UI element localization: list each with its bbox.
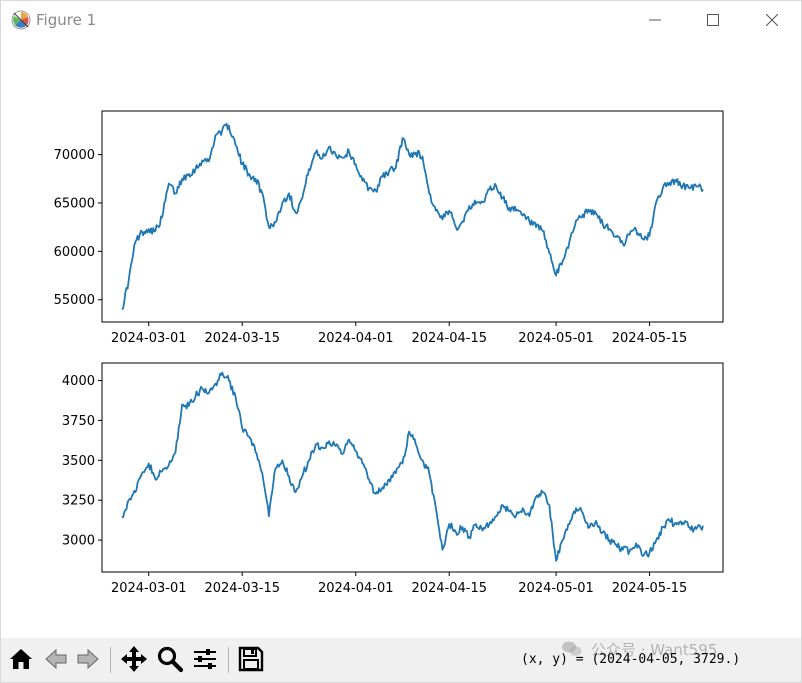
figure-svg[interactable]: 55000 60000 65000 70000 2024-03-01 2024-03-15… bbox=[1, 39, 801, 638]
minimize-button[interactable] bbox=[632, 1, 678, 39]
maximize-icon bbox=[707, 11, 719, 30]
toolbar-separator bbox=[228, 647, 229, 673]
matplotlib-icon bbox=[11, 10, 31, 30]
x-tick-label: 2024-03-15 bbox=[204, 331, 280, 346]
back-icon bbox=[43, 646, 69, 676]
y-tick-label: 3250 bbox=[62, 494, 95, 509]
y-tick-label: 70000 bbox=[54, 148, 95, 163]
y-tick-label: 65000 bbox=[54, 196, 95, 211]
x-tick-label: 2024-04-15 bbox=[411, 581, 487, 596]
close-icon bbox=[765, 11, 779, 30]
zoom-button[interactable] bbox=[155, 646, 185, 676]
forward-icon bbox=[75, 646, 101, 676]
axes-bottom[interactable]: 3000 3250 3500 3750 4000 2024-03-01 2024-03-15… bbox=[62, 362, 724, 596]
forward-button[interactable] bbox=[73, 646, 103, 676]
y-tick-label: 60000 bbox=[54, 245, 95, 260]
watermark: 公众号 · Want595 bbox=[561, 638, 717, 660]
axes-top[interactable]: 55000 60000 65000 70000 2024-03-01 2024-03-15… bbox=[54, 110, 724, 346]
toolbar-separator bbox=[110, 647, 111, 673]
x-tick-label: 2024-05-15 bbox=[612, 331, 688, 346]
series-line bbox=[121, 122, 704, 311]
pan-icon bbox=[120, 645, 148, 677]
maximize-button[interactable] bbox=[690, 1, 736, 39]
title-bar[interactable]: Figure 1 bbox=[1, 1, 801, 39]
figure-canvas[interactable]: 55000 60000 65000 70000 2024-03-01 2024-03-15… bbox=[1, 39, 801, 638]
x-tick-label: 2024-05-15 bbox=[612, 581, 688, 596]
configure-subplots-button[interactable] bbox=[190, 646, 220, 676]
y-tick-label: 3500 bbox=[62, 454, 95, 469]
home-button[interactable] bbox=[6, 646, 36, 676]
x-tick-label: 2024-04-01 bbox=[318, 581, 394, 596]
series-line bbox=[121, 371, 704, 562]
close-button[interactable] bbox=[749, 1, 795, 39]
watermark-text: 公众号 · Want595 bbox=[591, 640, 718, 659]
pan-button[interactable] bbox=[119, 646, 149, 676]
zoom-icon bbox=[156, 645, 184, 677]
x-tick-label: 2024-05-01 bbox=[518, 331, 594, 346]
save-icon bbox=[238, 646, 264, 676]
y-tick-label: 4000 bbox=[62, 374, 95, 389]
back-button[interactable] bbox=[41, 646, 71, 676]
minimize-icon bbox=[649, 11, 661, 30]
home-icon bbox=[8, 646, 34, 676]
axes-frame bbox=[101, 110, 724, 323]
window-title: Figure 1 bbox=[36, 11, 97, 29]
y-tick-label: 3750 bbox=[62, 414, 95, 429]
x-tick-label: 2024-03-01 bbox=[111, 331, 187, 346]
save-button[interactable] bbox=[236, 646, 266, 676]
x-tick-label: 2024-04-15 bbox=[411, 331, 487, 346]
axes-frame bbox=[101, 362, 724, 573]
x-tick-label: 2024-04-01 bbox=[318, 331, 394, 346]
configure-subplots-icon bbox=[192, 646, 218, 676]
x-tick-label: 2024-05-01 bbox=[518, 581, 594, 596]
coordinate-readout: (x, y) = (2024-04-05, 3729.) bbox=[521, 652, 741, 667]
wechat-icon bbox=[561, 640, 583, 658]
x-tick-label: 2024-03-01 bbox=[111, 581, 187, 596]
x-tick-label: 2024-03-15 bbox=[204, 581, 280, 596]
y-tick-label: 55000 bbox=[54, 293, 95, 308]
y-tick-label: 3000 bbox=[62, 534, 95, 549]
navigation-toolbar: 公众号 · Want595 (x, y) = (2024-04-05, 3729… bbox=[1, 638, 801, 682]
